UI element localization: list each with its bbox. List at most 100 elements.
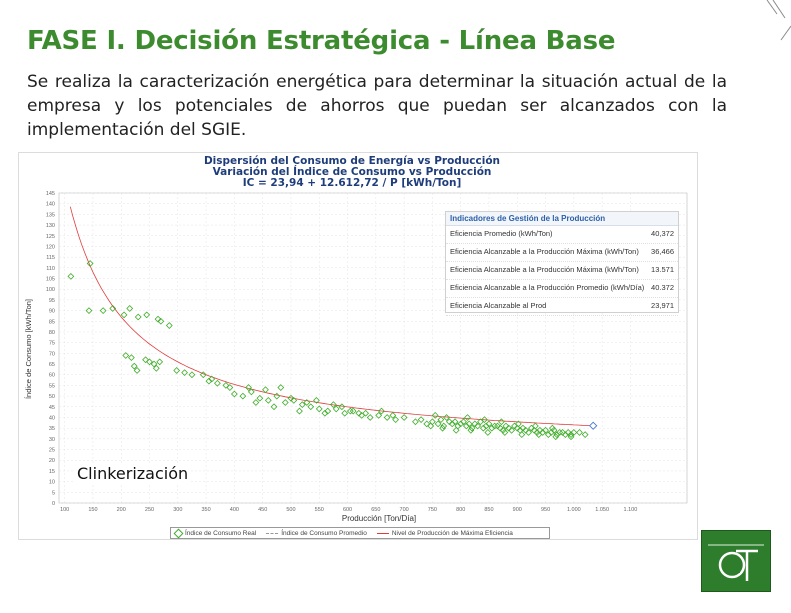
data-point [550, 426, 558, 434]
chart-legend: Índice de Consumo Real Índice de Consumo… [170, 527, 550, 539]
data-point [142, 356, 149, 364]
data-point [400, 414, 408, 421]
indicators-panel: Indicadores de Gestión de la Producción … [445, 211, 679, 316]
indicators-header: Indicadores de Gestión de la Producción [446, 212, 678, 226]
legend-label: Índice de Consumo Real [185, 529, 257, 537]
data-point [99, 307, 107, 314]
legend-label: Índice de Consumo Promedio [281, 529, 367, 537]
x-tick-label: 450 [258, 507, 267, 513]
y-tick-label: 120 [46, 244, 55, 250]
y-tick-label: 100 [46, 287, 55, 293]
data-point [443, 414, 450, 421]
x-tick-label: 1.050 [595, 507, 609, 513]
data-point [542, 426, 549, 434]
data-point [485, 420, 493, 428]
scatter-chart: Dispersión del Consumo de Energía vs Pro… [24, 155, 688, 523]
x-tick-label: 1.100 [624, 507, 638, 513]
data-point [439, 424, 446, 432]
indicator-row: Eficiencia Alcanzable al Prod 23,971 [446, 298, 678, 316]
legend-label: Nivel de Producción de Máxima Eficiencia [391, 529, 513, 537]
data-point [252, 399, 260, 406]
data-point [535, 431, 543, 438]
data-point [273, 392, 281, 400]
data-point [567, 433, 575, 441]
data-point [324, 407, 332, 415]
x-tick-label: 250 [145, 507, 154, 513]
x-tick-label: 150 [88, 507, 97, 513]
data-point [67, 272, 75, 280]
data-point [188, 371, 196, 379]
data-point [128, 354, 135, 362]
y-tick-label: 115 [46, 255, 55, 261]
y-tick-label: 40 [49, 415, 55, 421]
x-axis-ticks: 100 150 200 250 300 350 400 450 500 550 600 650 700 7… [60, 507, 637, 513]
indicator-row: Eficiencia Alcanzable a la Producción Pr… [446, 280, 678, 298]
data-point [256, 394, 264, 402]
data-point [375, 411, 383, 419]
data-point [154, 315, 162, 323]
indicator-label: Eficiencia Alcanzable a la Producción Má… [450, 247, 639, 256]
data-point [126, 305, 134, 312]
data-point [152, 364, 160, 372]
data-point [392, 416, 400, 424]
data-point [581, 431, 589, 438]
data-point [173, 367, 181, 374]
data-point [544, 431, 552, 438]
data-point [462, 422, 470, 430]
x-tick-label: 100 [60, 507, 69, 513]
data-point [338, 403, 346, 411]
data-point [346, 407, 354, 415]
data-point [465, 420, 473, 428]
legend-item: Índice de Consumo Real [173, 528, 257, 538]
indicator-value: 40.372 [651, 283, 674, 292]
data-point [427, 422, 435, 430]
x-tick-label: 1.000 [567, 507, 581, 513]
data-point [519, 424, 527, 432]
data-point [330, 401, 337, 409]
data-point [287, 394, 295, 402]
data-point [452, 426, 460, 434]
data-point [298, 401, 306, 409]
slide-title: FASE I. Decisión Estratégica - Línea Bas… [27, 26, 616, 56]
y-tick-label: 30 [49, 437, 55, 443]
data-point [570, 429, 578, 436]
indicator-value: 40,372 [651, 229, 674, 238]
data-point [120, 311, 128, 319]
chart-equation: IC = 23,94 + 12.612,72 / P [kWh/Ton] [243, 177, 462, 189]
data-point [479, 424, 487, 432]
data-point [109, 305, 117, 312]
chart-title: Dispersión del Consumo de Energía vs Pro… [204, 155, 500, 167]
data-point [576, 429, 583, 436]
y-tick-label: 5 [52, 490, 55, 496]
data-point [484, 429, 492, 436]
y-tick-label: 60 [49, 373, 55, 379]
indicator-label: Eficiencia Promedio (kWh/Ton) [450, 229, 553, 238]
data-point [143, 311, 151, 319]
y-tick-label: 80 [49, 330, 55, 336]
data-point [533, 429, 541, 436]
data-point [208, 375, 216, 383]
data-point [525, 429, 532, 436]
data-point [157, 317, 165, 325]
indicator-row: Eficiencia Alcanzable a la Producción Má… [446, 262, 678, 280]
data-point [133, 367, 141, 374]
data-point [262, 386, 269, 394]
data-point [494, 422, 501, 430]
data-point [86, 260, 94, 267]
max-efficiency-marker [588, 421, 598, 430]
data-point [496, 424, 504, 432]
data-point [146, 358, 153, 366]
fit-curve [69, 206, 597, 427]
data-point [383, 414, 391, 421]
data-point [230, 390, 238, 398]
data-point [321, 409, 329, 417]
data-point [290, 396, 298, 404]
y-tick-label: 0 [52, 501, 55, 507]
data-point [471, 420, 479, 428]
data-point [165, 322, 173, 329]
data-point [303, 399, 311, 406]
data-point [451, 418, 459, 426]
x-tick-label: 650 [371, 507, 380, 513]
data-point [277, 384, 285, 391]
data-point [226, 384, 234, 391]
